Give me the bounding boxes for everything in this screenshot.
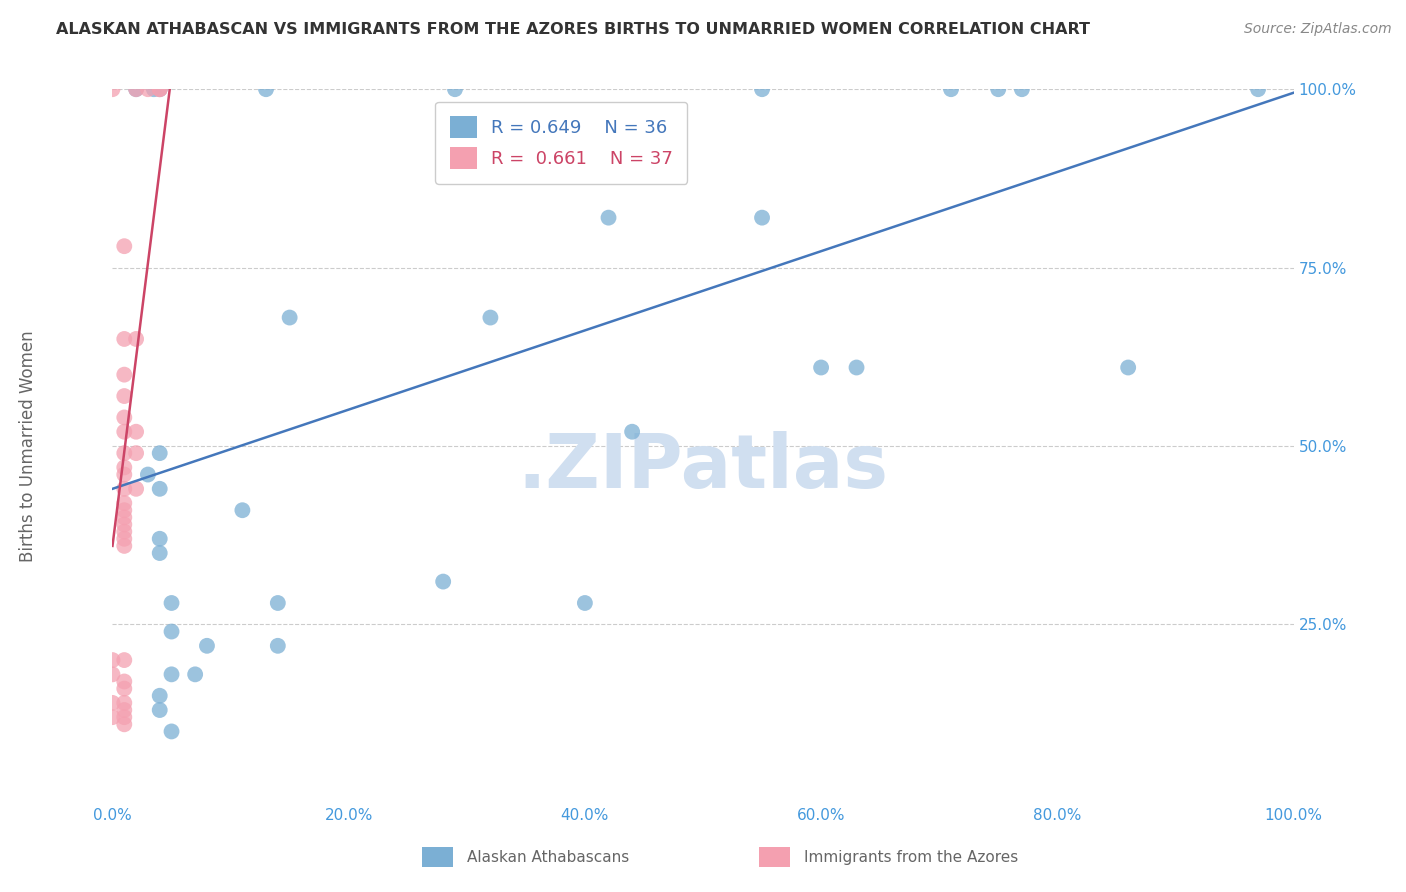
Point [160,596,183,610]
Point [112,510,135,524]
Point [267,639,290,653]
Point [112,410,135,425]
Point [101,710,124,724]
Text: Source: ZipAtlas.com: Source: ZipAtlas.com [1244,22,1392,37]
Point [160,624,183,639]
Point [112,653,135,667]
Point [574,596,596,610]
Point [810,360,832,375]
Point [1247,82,1270,96]
Point [112,446,135,460]
Point [112,467,135,482]
Point [987,82,1010,96]
Point [149,82,172,96]
Point [1116,360,1139,375]
Point [125,82,148,96]
Point [101,696,124,710]
Point [112,674,135,689]
Point [112,532,135,546]
Point [125,332,148,346]
Point [112,703,135,717]
Point [149,689,172,703]
Point [149,482,172,496]
Point [142,82,165,96]
Point [136,467,159,482]
Point [112,389,135,403]
Point [149,703,172,717]
Point [254,82,277,96]
Point [125,482,148,496]
Point [160,724,183,739]
Point [160,667,183,681]
Point [845,360,868,375]
Point [621,425,644,439]
Point [231,503,253,517]
Point [125,425,148,439]
Point [101,667,124,681]
Point [125,82,148,96]
Point [112,681,135,696]
Point [939,82,962,96]
Point [149,446,172,460]
Point [267,596,290,610]
Text: Immigrants from the Azores: Immigrants from the Azores [804,850,1018,864]
Point [112,368,135,382]
Point [149,82,172,96]
Point [112,496,135,510]
Point [751,211,773,225]
Point [112,539,135,553]
Point [184,667,207,681]
Point [112,332,135,346]
Point [195,639,218,653]
Point [112,717,135,731]
Point [149,532,172,546]
Point [278,310,301,325]
Point [112,503,135,517]
Point [112,482,135,496]
Point [101,82,124,96]
Point [125,446,148,460]
Point [112,239,135,253]
Point [112,524,135,539]
Point [444,82,467,96]
Point [432,574,454,589]
Point [136,82,159,96]
Point [479,310,502,325]
Text: .ZIPatlas: .ZIPatlas [517,431,889,504]
Text: Alaskan Athabascans: Alaskan Athabascans [467,850,628,864]
Text: Births to Unmarried Women: Births to Unmarried Women [20,330,37,562]
Point [751,82,773,96]
Point [1011,82,1033,96]
Point [101,653,124,667]
Legend: R = 0.649    N = 36, R =  0.661    N = 37: R = 0.649 N = 36, R = 0.661 N = 37 [434,102,688,184]
Point [112,517,135,532]
Point [112,425,135,439]
Point [112,460,135,475]
Point [112,696,135,710]
Point [149,546,172,560]
Point [112,710,135,724]
Text: ALASKAN ATHABASCAN VS IMMIGRANTS FROM THE AZORES BIRTHS TO UNMARRIED WOMEN CORRE: ALASKAN ATHABASCAN VS IMMIGRANTS FROM TH… [56,22,1090,37]
Point [598,211,620,225]
Point [149,82,172,96]
